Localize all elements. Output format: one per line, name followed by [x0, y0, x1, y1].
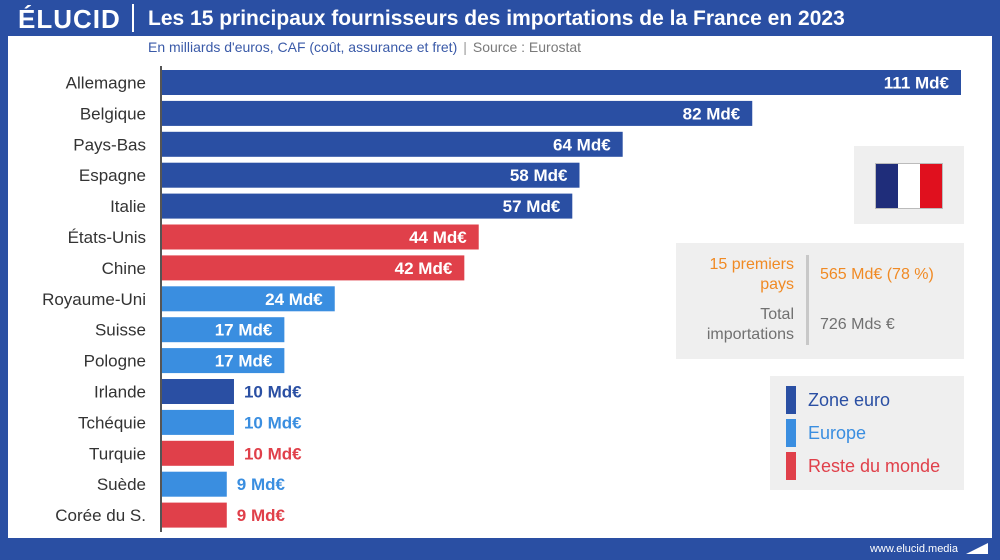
value-label-turquie: 10 Md€	[244, 444, 302, 463]
value-label-espagne: 58 Md€	[510, 166, 568, 185]
category-label-espagne: Espagne	[79, 166, 146, 185]
category-label-suede: Suède	[97, 475, 146, 494]
value-label-allemagne: 111 Md€	[884, 74, 950, 93]
bar-italie	[162, 193, 573, 219]
flag-blue-stripe	[876, 164, 898, 208]
value-label-royaume-uni: 24 Md€	[265, 290, 323, 309]
bar-tchequie	[162, 409, 234, 435]
bar-espagne	[162, 162, 580, 188]
legend-label-reste-du-monde: Reste du monde	[808, 456, 941, 476]
value-label-chine: 42 Md€	[395, 259, 453, 278]
bar-etats-unis	[162, 224, 479, 250]
footer-bar: www.elucid.media	[0, 538, 1000, 560]
footer-url-link[interactable]: www.elucid.media	[869, 543, 958, 555]
category-label-belgique: Belgique	[80, 104, 146, 123]
stats-panel: 15 premiers pays 565 Md€ (78 %) Total im…	[676, 243, 964, 359]
subtitle-units: En milliards d'euros, CAF (coût, assuran…	[148, 39, 458, 55]
bar-coree-du-s	[162, 502, 227, 528]
category-label-allemagne: Allemagne	[66, 74, 146, 93]
bar-chine	[162, 255, 465, 281]
chart-subtitle: En milliards d'euros, CAF (coût, assuran…	[148, 38, 581, 56]
legend-label-europe: Europe	[808, 423, 867, 443]
legend: Zone euro Europe Reste du monde	[770, 376, 964, 490]
bar-turquie	[162, 440, 234, 466]
category-label-irlande: Irlande	[94, 383, 146, 402]
stats-divider	[806, 255, 809, 345]
bar-pologne	[162, 348, 285, 374]
category-label-tchequie: Tchéquie	[78, 413, 146, 432]
category-label-etats-unis: États-Unis	[68, 228, 146, 247]
category-label-royaume-uni: Royaume-Uni	[42, 290, 146, 309]
total-label: Total importations	[706, 306, 794, 343]
value-label-etats-unis: 44 Md€	[409, 228, 467, 247]
subtitle-separator: |	[463, 39, 467, 55]
value-label-pologne: 17 Md€	[215, 352, 273, 371]
value-label-suisse: 17 Md€	[215, 321, 273, 340]
category-label-chine: Chine	[102, 259, 146, 278]
flag-white-stripe	[898, 164, 920, 208]
legend-swatch-europe	[786, 419, 796, 447]
brand-logo: ÉLUCID	[18, 4, 121, 34]
value-label-italie: 57 Md€	[503, 197, 561, 216]
legend-label-zone-euro: Zone euro	[808, 390, 891, 410]
bar-pays-bas	[162, 131, 623, 157]
category-label-pologne: Pologne	[84, 352, 146, 371]
value-label-tchequie: 10 Md€	[244, 413, 302, 432]
category-label-suisse: Suisse	[95, 321, 146, 340]
category-label-pays-bas: Pays-Bas	[73, 135, 146, 154]
legend-swatch-reste-du-monde	[786, 452, 796, 480]
category-label-coree-du-s: Corée du S.	[55, 506, 146, 525]
bar-suede	[162, 471, 227, 497]
bar-suisse	[162, 317, 285, 343]
value-label-irlande: 10 Md€	[244, 383, 302, 402]
value-label-belgique: 82 Md€	[683, 104, 741, 123]
bar-royaume-uni	[162, 286, 335, 312]
value-label-pays-bas: 64 Md€	[553, 135, 611, 154]
value-label-coree-du-s: 9 Md€	[237, 506, 286, 525]
chart-title: Les 15 principaux fournisseurs des impor…	[148, 7, 845, 30]
bar-belgique	[162, 100, 753, 126]
bar-allemagne	[162, 70, 961, 95]
france-flag-icon	[876, 164, 942, 208]
subtitle-source: Source : Eurostat	[472, 39, 582, 55]
y-axis-line	[160, 66, 162, 532]
top15-value: 565 Md€ (78 %)	[820, 266, 934, 283]
header-bar: ÉLUCID Les 15 principaux fournisseurs de…	[0, 0, 1000, 36]
bar-irlande	[162, 379, 234, 404]
flag-red-stripe	[920, 164, 942, 208]
top15-label: 15 premiers pays	[709, 256, 794, 293]
brand-separator	[132, 4, 134, 32]
total-value: 726 Mds €	[820, 316, 895, 333]
legend-swatch-zone-euro	[786, 386, 796, 414]
category-label-turquie: Turquie	[89, 444, 146, 463]
elucid-logo-icon	[966, 543, 988, 554]
value-label-suede: 9 Md€	[237, 475, 286, 494]
category-label-italie: Italie	[110, 197, 146, 216]
